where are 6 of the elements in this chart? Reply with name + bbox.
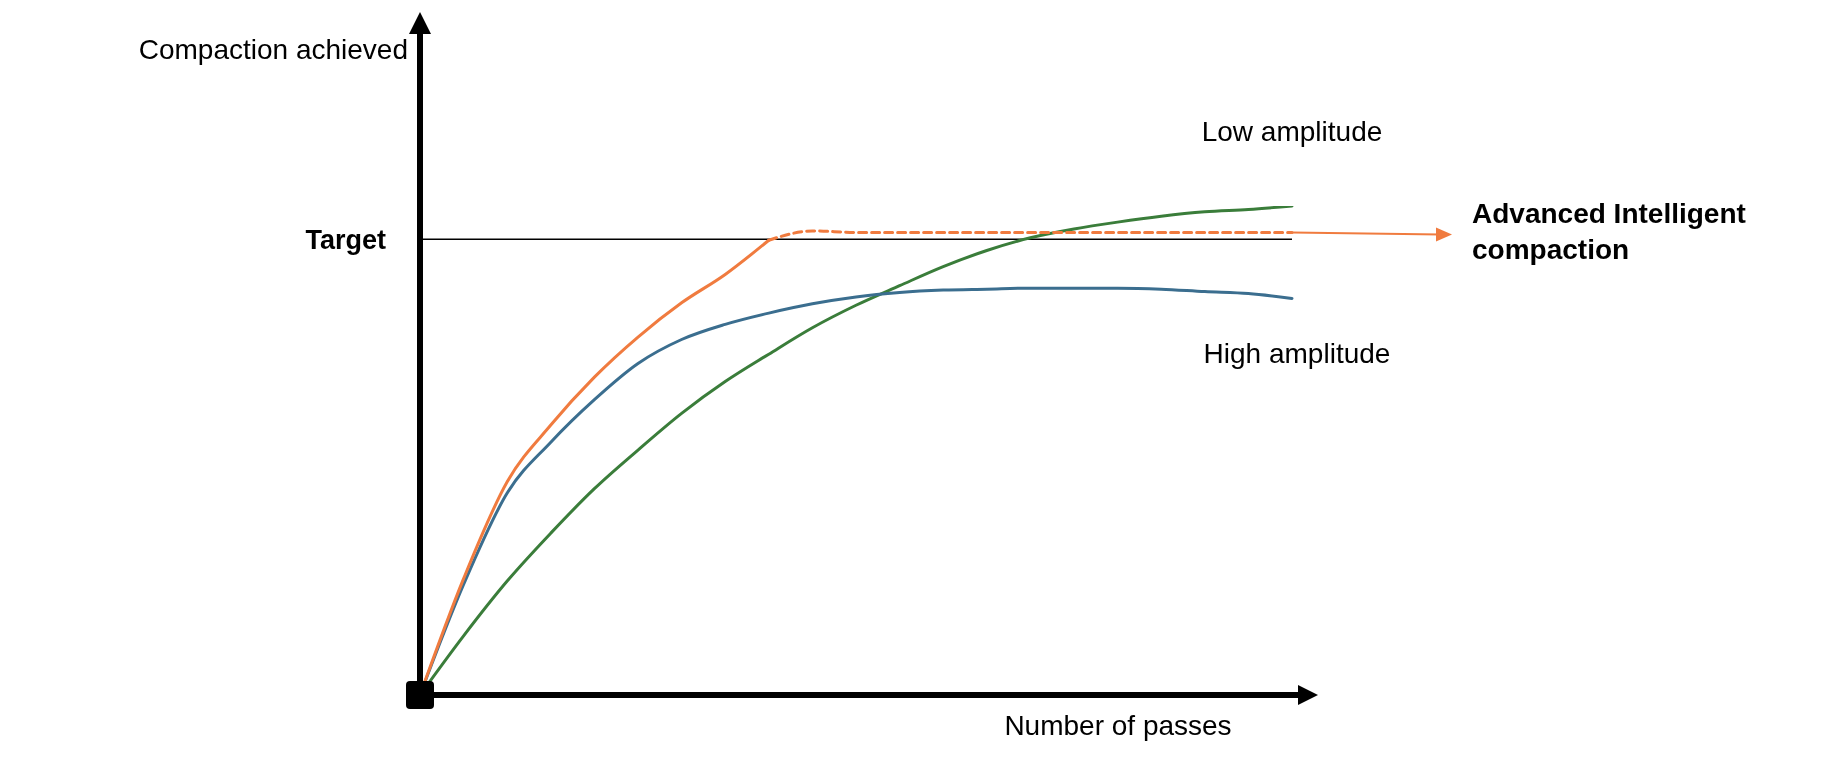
legend-label: Advanced Intelligent compaction: [1472, 197, 1747, 268]
text: Compaction achieved: [137, 34, 408, 66]
x-axis-title: Number of passes: [1003, 710, 1233, 742]
text: Low amplitude: [1200, 115, 1384, 149]
ref-line-label: Target: [305, 224, 387, 255]
series-label: High amplitude: [1202, 337, 1392, 372]
